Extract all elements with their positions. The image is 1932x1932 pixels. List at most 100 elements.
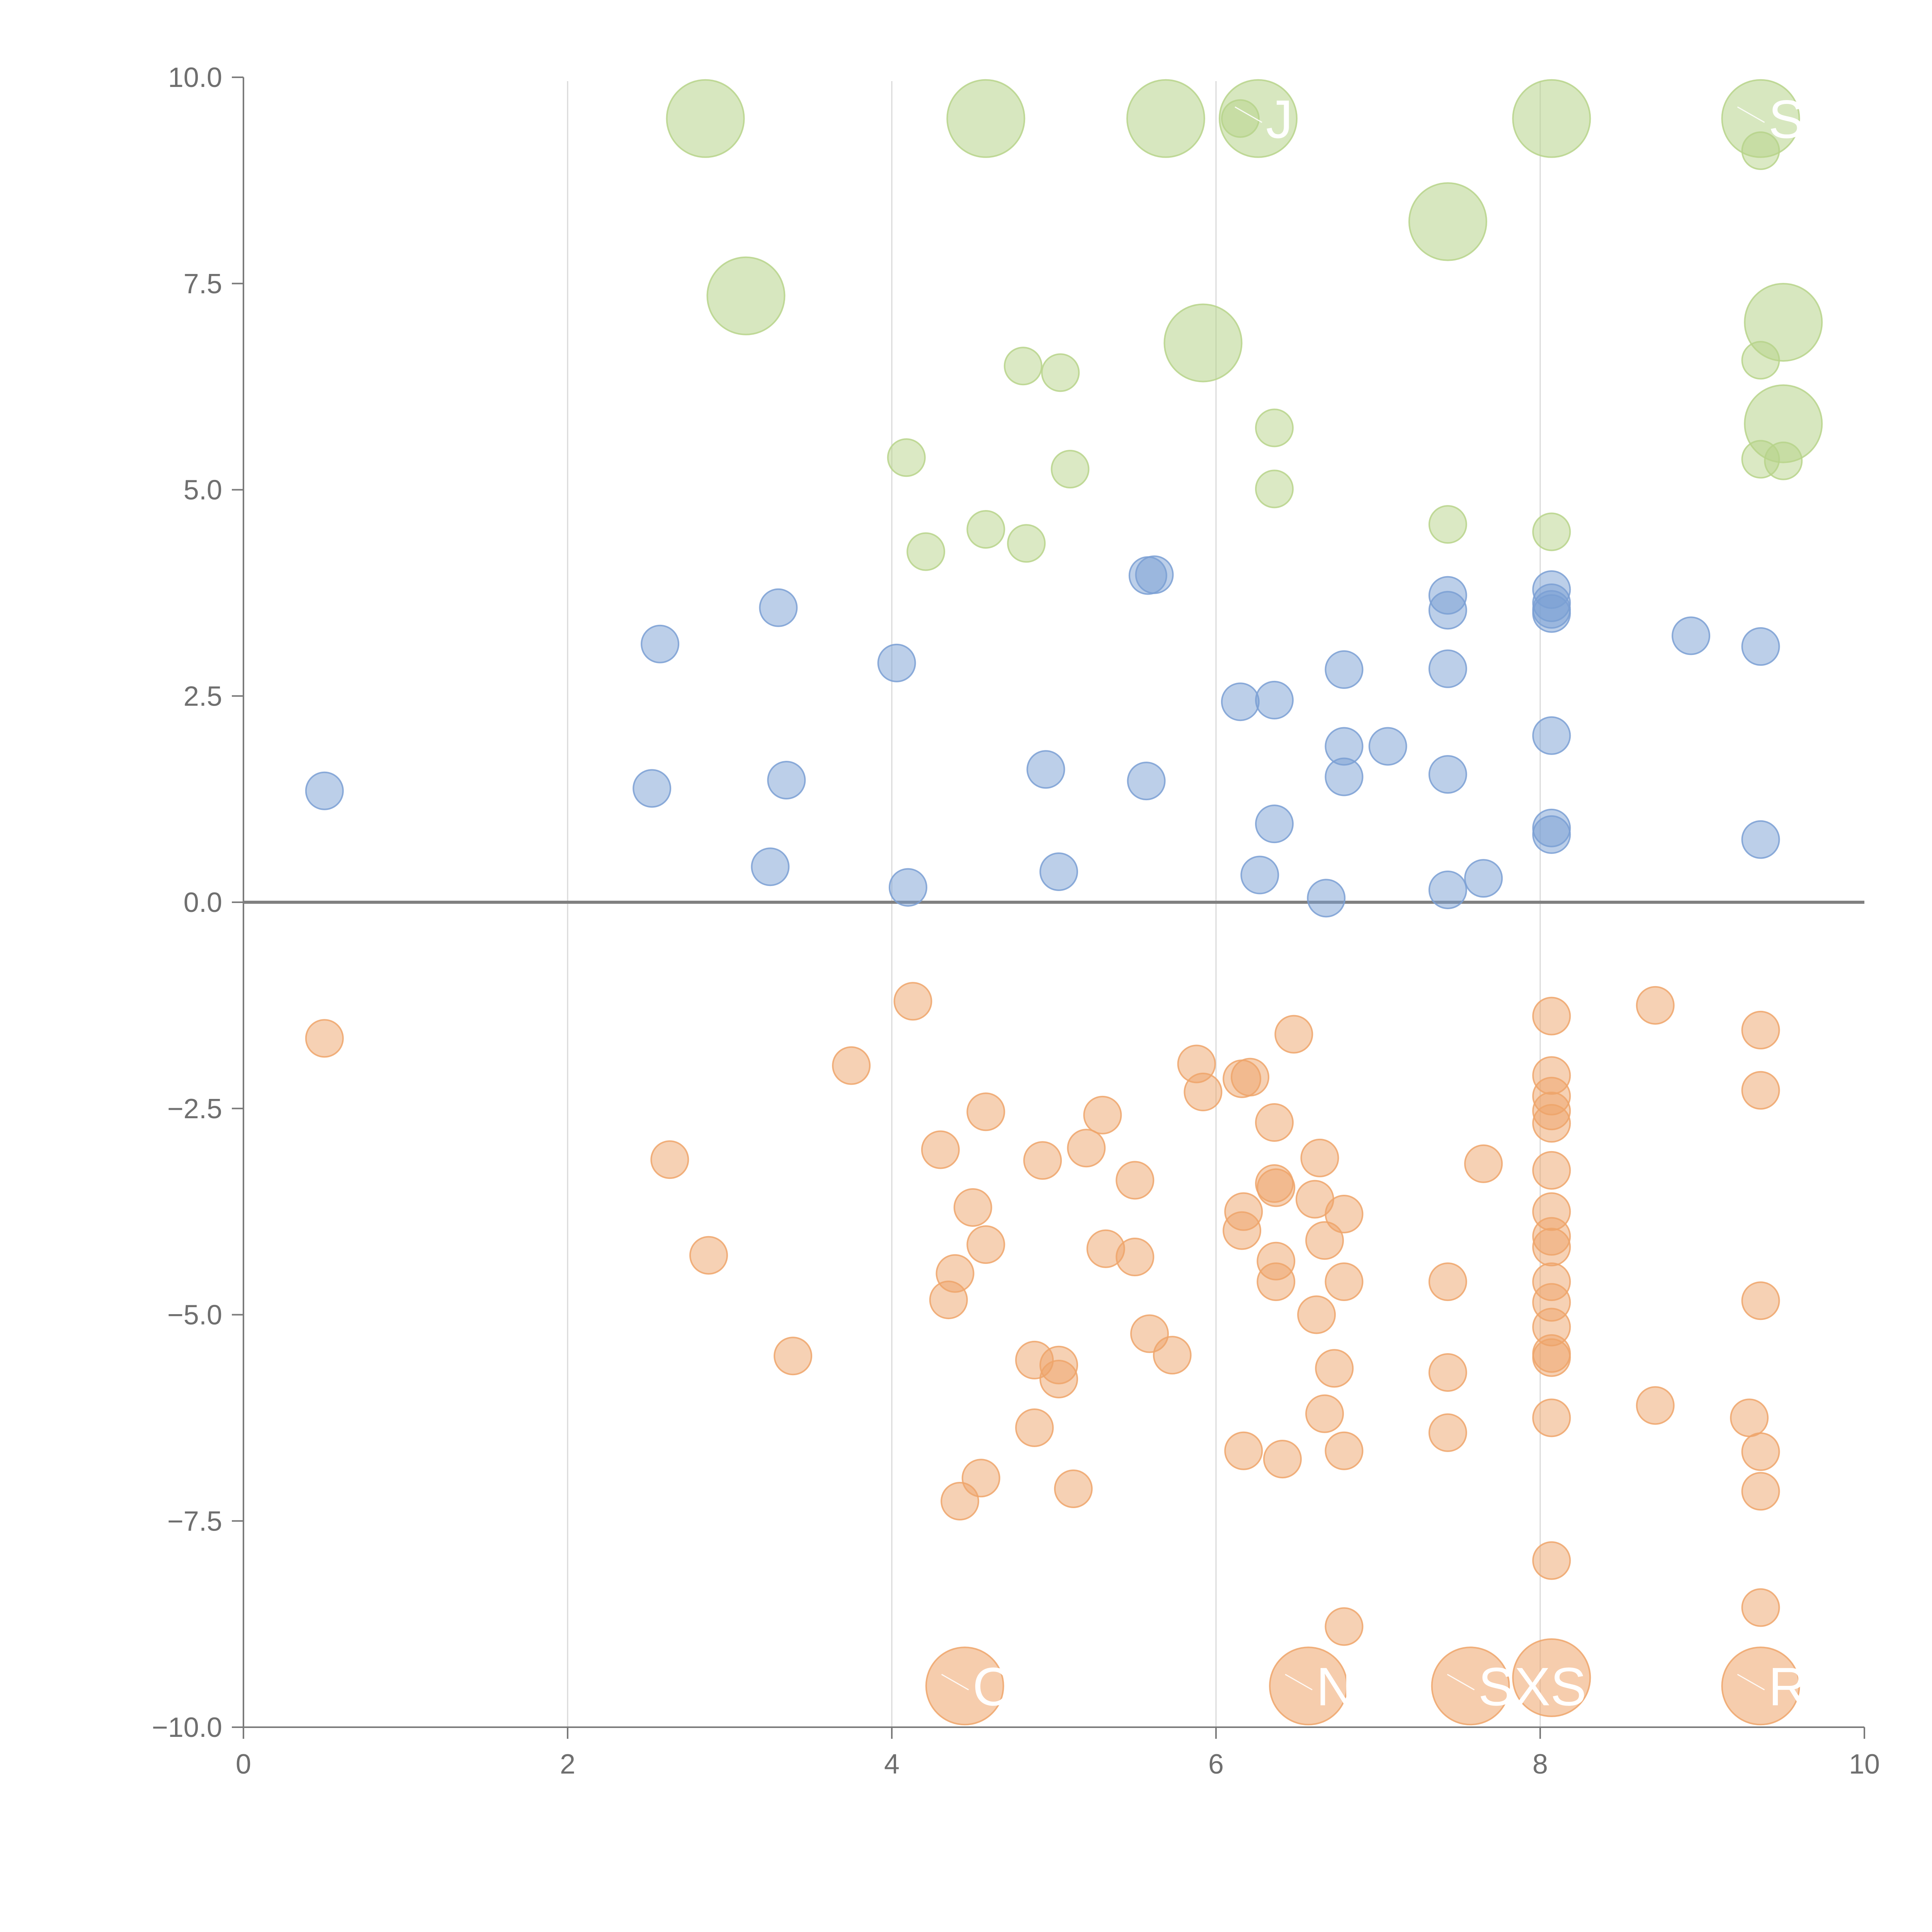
- negative-point: [1184, 1073, 1223, 1112]
- negative-point: [1428, 1413, 1467, 1452]
- x-tick-label: 6: [1208, 1749, 1224, 1780]
- label-leader-line: [1737, 106, 1765, 123]
- positive-point: [1135, 555, 1174, 594]
- negative-point: [1116, 1161, 1155, 1200]
- label-leader-line: [1235, 106, 1262, 123]
- negative-point: [1741, 1281, 1780, 1320]
- significant-labeled-point: [1408, 182, 1487, 261]
- negative-point: [1231, 1058, 1270, 1097]
- significant-labeled-point: [1744, 384, 1823, 463]
- negative-point: [1741, 1010, 1780, 1049]
- negative-point: [1224, 1431, 1263, 1470]
- negative-point: [1532, 1398, 1571, 1437]
- significant-labeled-point: [706, 256, 786, 335]
- negative-point: [1532, 1338, 1571, 1377]
- negative-point: [1741, 1432, 1780, 1471]
- point-label: J: [1266, 89, 1293, 150]
- significant-point: [1532, 512, 1571, 551]
- negative-point: [1325, 1195, 1364, 1234]
- significant-labeled-point: [946, 79, 1026, 158]
- significant-point: [1041, 353, 1080, 392]
- positive-point: [1672, 616, 1711, 655]
- significant-point: [887, 438, 926, 477]
- y-tick-label: −2.5: [167, 1094, 222, 1124]
- positive-point: [1428, 755, 1467, 794]
- positive-point: [1532, 594, 1571, 633]
- significant-point: [1003, 347, 1043, 386]
- negative-point: [1263, 1440, 1302, 1479]
- positive-point: [1741, 627, 1780, 666]
- positive-point: [1428, 870, 1467, 909]
- significant-point: [906, 532, 946, 571]
- significant-labeled-point: [1126, 79, 1205, 158]
- negative-point: [1428, 1262, 1467, 1301]
- positive-point: [1127, 762, 1166, 801]
- positive-point: [888, 868, 927, 907]
- label-leader-line: [1285, 1673, 1313, 1690]
- negative-point: [1297, 1295, 1336, 1334]
- significant-point: [1007, 524, 1046, 563]
- positive-point: [1255, 804, 1294, 844]
- negative-point: [1532, 1541, 1571, 1580]
- negative-point: [1636, 986, 1675, 1025]
- positive-point: [767, 761, 806, 800]
- negative-point: [1305, 1394, 1344, 1433]
- positive-point: [751, 847, 790, 886]
- significant-labeled-point: [1512, 79, 1591, 158]
- negative-point: [1023, 1141, 1062, 1180]
- negative-point: [1532, 1151, 1571, 1190]
- positive-point: [1368, 727, 1407, 766]
- grid-layer: [567, 81, 1541, 1727]
- negative-labeled-point: [1269, 1646, 1348, 1726]
- significant-labeled-point: [1163, 303, 1243, 383]
- negative-point: [1039, 1360, 1078, 1399]
- positive-point: [1039, 852, 1078, 891]
- negative-point: [1054, 1469, 1093, 1508]
- negative-point: [1325, 1607, 1364, 1646]
- negative-point: [1067, 1129, 1106, 1168]
- significant-point: [966, 510, 1005, 549]
- negative-point: [832, 1046, 871, 1085]
- label-leader-line: [1737, 1673, 1765, 1690]
- significant-point: [1051, 450, 1090, 489]
- negative-point: [774, 1337, 813, 1376]
- positive-point: [1255, 680, 1294, 719]
- point-label: RO: [1769, 1656, 1850, 1717]
- label-leader-line: [1447, 1673, 1475, 1690]
- positive-point: [877, 643, 916, 682]
- y-tick-label: 0.0: [184, 887, 222, 918]
- y-tick-label: −5.0: [167, 1300, 222, 1331]
- x-tick-label: 10: [1849, 1749, 1880, 1780]
- negative-point: [921, 1130, 960, 1169]
- labeled-points-layer: [666, 79, 1823, 1726]
- negative-point: [1257, 1262, 1296, 1301]
- point-label: SJ: [1769, 89, 1832, 150]
- positive-point: [305, 771, 344, 810]
- negative-point: [1741, 1472, 1780, 1511]
- y-tick-label: 5.0: [184, 475, 222, 506]
- negative-point: [1315, 1349, 1354, 1388]
- point-label: NK: [1316, 1656, 1391, 1717]
- points-layer: [305, 99, 1803, 1646]
- label-leader-line: [941, 1673, 969, 1690]
- y-tick-label: 2.5: [184, 681, 222, 712]
- significant-labeled-point: [666, 79, 745, 158]
- x-tick-label: 2: [560, 1749, 575, 1780]
- positive-point: [641, 624, 680, 663]
- point-labels-layer: J SJ CV NK SXS RO: [941, 89, 1850, 1717]
- positive-point: [1532, 815, 1571, 854]
- positive-point: [1221, 682, 1260, 721]
- negative-point: [1532, 1228, 1571, 1267]
- negative-point: [966, 1092, 1005, 1131]
- y-tick-label: −7.5: [167, 1506, 222, 1537]
- positive-point: [1026, 750, 1065, 789]
- y-tick-label: −10.0: [152, 1712, 222, 1743]
- negative-point: [305, 1019, 344, 1058]
- positive-point: [1464, 859, 1503, 898]
- negative-point: [966, 1225, 1005, 1264]
- x-tick-label: 0: [236, 1749, 251, 1780]
- negative-point: [1730, 1398, 1769, 1437]
- x-tick-label: 4: [884, 1749, 900, 1780]
- negative-point: [961, 1459, 1000, 1498]
